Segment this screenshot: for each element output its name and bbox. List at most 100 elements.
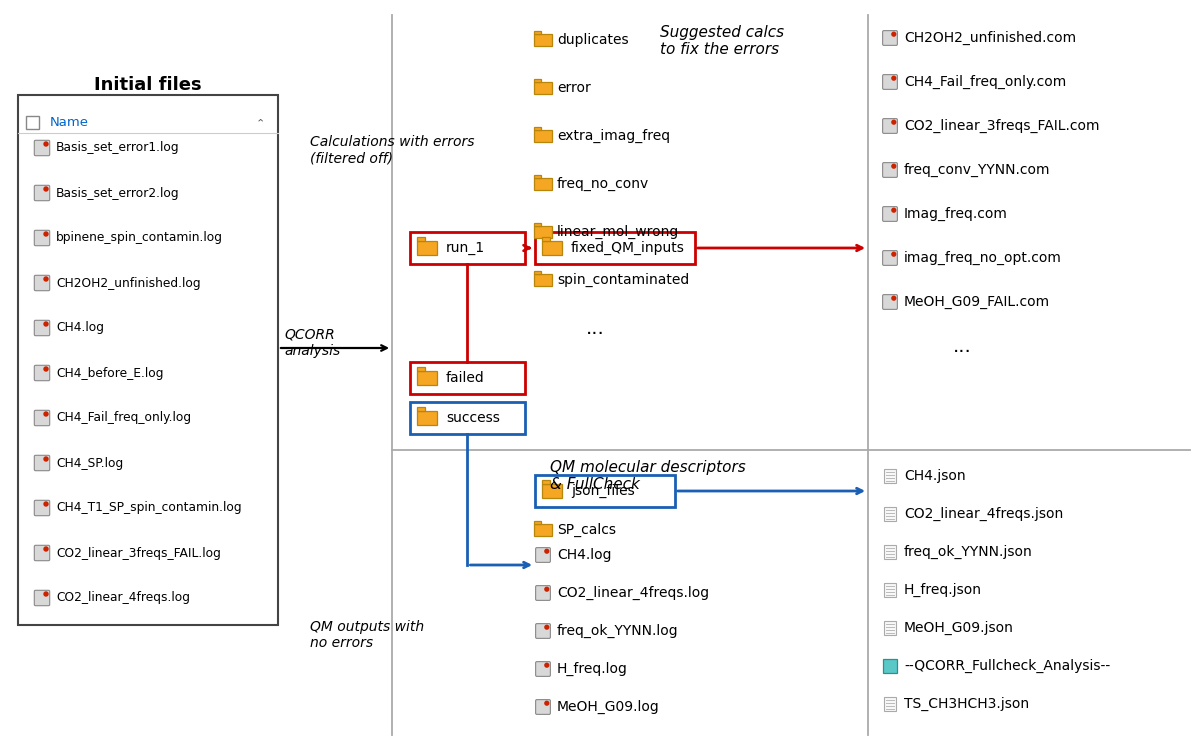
Text: MeOH_G09.log: MeOH_G09.log [558, 700, 659, 714]
Circle shape [44, 187, 48, 191]
Circle shape [892, 120, 896, 124]
Circle shape [544, 587, 549, 591]
Bar [416, 366, 424, 370]
Text: imag_freq_no_opt.com: imag_freq_no_opt.com [904, 251, 1062, 265]
Text: Name: Name [50, 116, 89, 129]
Text: bpinene_spin_contamin.log: bpinene_spin_contamin.log [56, 231, 223, 245]
Bar [885, 469, 896, 483]
Text: error: error [558, 81, 591, 95]
Bar [535, 130, 552, 142]
Text: CH4_SP.log: CH4_SP.log [56, 457, 123, 469]
Bar [416, 411, 438, 426]
Text: Basis_set_error2.log: Basis_set_error2.log [56, 186, 180, 200]
Text: freq_ok_YYNN.json: freq_ok_YYNN.json [904, 545, 1032, 559]
Text: success: success [446, 411, 500, 425]
Bar [416, 237, 424, 240]
Text: CH4.json: CH4.json [904, 469, 965, 483]
Bar [542, 240, 562, 255]
Text: QM outputs with
no errors: QM outputs with no errors [311, 620, 424, 650]
Text: CH4_Fail_freq_only.log: CH4_Fail_freq_only.log [56, 412, 191, 424]
Bar [535, 226, 552, 238]
Text: SP_calcs: SP_calcs [558, 523, 616, 537]
Bar [535, 520, 541, 524]
Text: H_freq.json: H_freq.json [904, 583, 982, 597]
Text: CO2_linear_3freqs_FAIL.log: CO2_linear_3freqs_FAIL.log [56, 547, 221, 559]
FancyBboxPatch shape [882, 163, 897, 177]
Bar [535, 178, 552, 190]
Circle shape [544, 701, 549, 705]
Bar [416, 240, 438, 255]
FancyBboxPatch shape [882, 251, 897, 265]
Circle shape [892, 208, 896, 212]
FancyBboxPatch shape [26, 116, 40, 129]
Text: CH4.log: CH4.log [56, 321, 104, 334]
FancyBboxPatch shape [35, 500, 49, 516]
Bar [535, 126, 541, 130]
Circle shape [44, 367, 48, 371]
Circle shape [44, 322, 48, 326]
Bar [542, 484, 562, 499]
Circle shape [892, 297, 896, 300]
Text: fixed_QM_inputs: fixed_QM_inputs [571, 241, 685, 255]
Text: CO2_linear_4freqs.json: CO2_linear_4freqs.json [904, 507, 1064, 521]
FancyBboxPatch shape [536, 623, 550, 638]
Bar [885, 583, 896, 597]
FancyBboxPatch shape [35, 545, 49, 561]
Circle shape [44, 547, 48, 551]
Text: Suggested calcs
to fix the errors: Suggested calcs to fix the errors [659, 25, 784, 57]
Text: CH4_before_E.log: CH4_before_E.log [56, 366, 163, 379]
Text: TS_CH3HCH3.json: TS_CH3HCH3.json [904, 697, 1029, 711]
FancyBboxPatch shape [35, 365, 49, 381]
Bar [885, 697, 896, 711]
Circle shape [44, 277, 48, 281]
Bar [535, 222, 541, 226]
FancyBboxPatch shape [35, 231, 49, 246]
Circle shape [892, 164, 896, 168]
Text: CH2OH2_unfinished.com: CH2OH2_unfinished.com [904, 31, 1077, 45]
Text: freq_no_conv: freq_no_conv [558, 177, 649, 191]
Bar [884, 659, 897, 673]
Circle shape [44, 232, 48, 236]
Bar [410, 232, 525, 264]
Text: run_1: run_1 [446, 241, 486, 255]
Text: CO2_linear_3freqs_FAIL.com: CO2_linear_3freqs_FAIL.com [904, 119, 1099, 133]
Text: failed: failed [446, 371, 484, 385]
Bar [885, 545, 896, 559]
Bar [542, 237, 549, 240]
FancyBboxPatch shape [882, 31, 897, 45]
Circle shape [544, 549, 549, 553]
Bar [535, 270, 541, 274]
Text: CO2_linear_4freqs.log: CO2_linear_4freqs.log [56, 592, 189, 605]
Circle shape [44, 592, 48, 596]
Text: ...: ... [585, 318, 604, 337]
Text: extra_imag_freq: extra_imag_freq [558, 129, 670, 143]
FancyBboxPatch shape [882, 207, 897, 222]
Text: CO2_linear_4freqs.log: CO2_linear_4freqs.log [558, 586, 709, 600]
Bar [535, 174, 541, 178]
Text: Basis_set_error1.log: Basis_set_error1.log [56, 141, 180, 155]
Circle shape [544, 663, 549, 667]
Bar [535, 82, 552, 94]
Circle shape [892, 77, 896, 80]
Text: --QCORR_Fullcheck_Analysis--: --QCORR_Fullcheck_Analysis-- [904, 659, 1110, 673]
Text: QM molecular descriptors
& FullCheck: QM molecular descriptors & FullCheck [550, 460, 746, 493]
Text: ⌃: ⌃ [255, 118, 265, 128]
Text: freq_ok_YYNN.log: freq_ok_YYNN.log [558, 624, 679, 638]
Circle shape [44, 502, 48, 506]
FancyBboxPatch shape [35, 320, 49, 336]
Text: spin_contaminated: spin_contaminated [558, 273, 689, 287]
Text: CH4_T1_SP_spin_contamin.log: CH4_T1_SP_spin_contamin.log [56, 502, 242, 514]
FancyBboxPatch shape [536, 662, 550, 677]
Bar [542, 479, 549, 484]
Text: Imag_freq.com: Imag_freq.com [904, 207, 1008, 221]
Bar [416, 370, 438, 385]
FancyBboxPatch shape [536, 586, 550, 600]
FancyBboxPatch shape [536, 700, 550, 714]
Bar [535, 232, 695, 264]
Bar [416, 406, 424, 411]
FancyBboxPatch shape [882, 74, 897, 89]
Text: Calculations with errors
(filtered off): Calculations with errors (filtered off) [311, 135, 475, 165]
FancyBboxPatch shape [882, 119, 897, 134]
Bar [535, 31, 541, 34]
Text: Initial files: Initial files [95, 76, 201, 94]
